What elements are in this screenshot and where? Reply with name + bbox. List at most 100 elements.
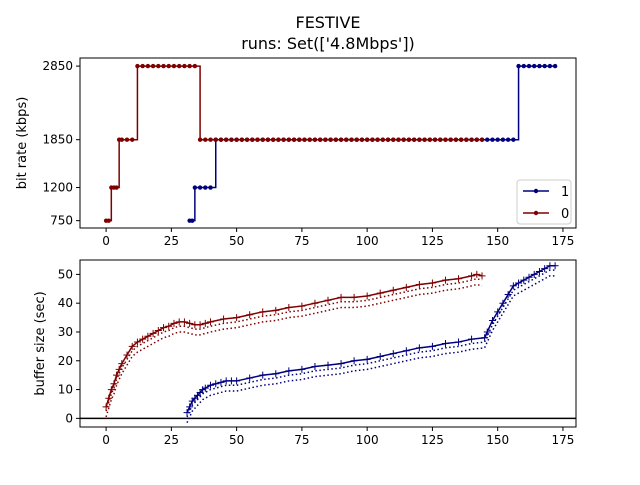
axes-frame bbox=[79, 57, 577, 229]
series-1-marker bbox=[535, 268, 543, 276]
series-1-marker bbox=[499, 299, 507, 307]
series-0-point bbox=[223, 137, 229, 142]
series-0-point bbox=[166, 63, 171, 69]
series-0-point bbox=[417, 137, 422, 142]
x-tick-label: 100 bbox=[356, 433, 379, 447]
series-1-marker bbox=[402, 347, 410, 355]
series-0-point bbox=[229, 137, 234, 142]
series-1-marker bbox=[525, 273, 533, 281]
series-0-marker bbox=[376, 289, 384, 297]
series-1-marker bbox=[285, 367, 293, 375]
series-1-marker bbox=[324, 361, 332, 369]
series-0-point bbox=[244, 137, 250, 142]
y-tick-label: 2850 bbox=[42, 59, 73, 73]
x-tick-label: 175 bbox=[551, 433, 574, 447]
series-1-point bbox=[208, 185, 213, 190]
series-0-marker bbox=[350, 293, 358, 301]
series-1-point bbox=[190, 218, 195, 223]
series-1-marker bbox=[311, 363, 319, 371]
x-tick-label: 100 bbox=[356, 234, 379, 248]
series-0-point bbox=[140, 63, 145, 69]
x-tick-label: 50 bbox=[229, 234, 244, 248]
series-0-spread-1 bbox=[105, 283, 483, 418]
series-1-marker bbox=[212, 380, 220, 388]
series-0-line bbox=[105, 273, 483, 408]
series-1-marker bbox=[541, 265, 549, 273]
series-0-point bbox=[234, 137, 239, 142]
series-0-point bbox=[317, 137, 323, 142]
series-1-marker bbox=[441, 340, 449, 347]
series-0-marker bbox=[165, 322, 173, 330]
series-1-marker bbox=[481, 334, 489, 342]
series-0-point bbox=[385, 137, 391, 142]
series-0-point bbox=[197, 137, 203, 142]
x-tick-label: 150 bbox=[486, 433, 509, 447]
series-0-point bbox=[145, 63, 151, 69]
series-0-point bbox=[323, 137, 328, 142]
series-0-point bbox=[239, 137, 245, 142]
series-0-marker bbox=[102, 403, 110, 411]
series-0-marker bbox=[415, 280, 423, 288]
series-0-marker bbox=[233, 314, 241, 322]
series-1-marker bbox=[428, 342, 436, 350]
series-0-point bbox=[218, 137, 224, 142]
series-1-point bbox=[547, 63, 553, 69]
series-0-point bbox=[171, 63, 177, 69]
series-1-marker bbox=[272, 370, 280, 378]
series-1-point bbox=[511, 137, 516, 142]
series-0-point bbox=[364, 137, 370, 142]
series-1-line bbox=[186, 265, 556, 413]
series-0-marker bbox=[149, 329, 157, 337]
series-0-marker bbox=[115, 365, 123, 373]
series-1-point bbox=[552, 63, 558, 69]
series-0-marker bbox=[428, 279, 436, 287]
series-0-point bbox=[135, 63, 140, 69]
chart-title: FESTIVE bbox=[295, 13, 360, 32]
series-0-marker bbox=[207, 318, 215, 326]
series-0-point bbox=[333, 137, 339, 142]
series-1-marker bbox=[504, 291, 512, 299]
series-0-marker bbox=[324, 296, 332, 304]
series-0-point bbox=[479, 137, 485, 142]
x-tick-label: 25 bbox=[164, 433, 179, 447]
y-tick-label: 20 bbox=[58, 354, 73, 368]
series-0-point bbox=[281, 137, 286, 142]
y-axis-label: bit rate (kbps) bbox=[15, 97, 30, 190]
series-0-marker bbox=[455, 275, 463, 283]
series-1-marker bbox=[509, 282, 517, 290]
series-0-marker bbox=[144, 332, 152, 340]
series-0-point bbox=[130, 137, 135, 142]
x-tick-label: 25 bbox=[164, 234, 179, 248]
series-0-marker bbox=[160, 324, 168, 332]
series-0-marker bbox=[298, 302, 306, 310]
series-0-point bbox=[422, 137, 427, 142]
series-1-line bbox=[189, 65, 556, 222]
y-tick-label: 30 bbox=[58, 325, 73, 339]
series-1-marker bbox=[520, 276, 528, 284]
series-0-marker bbox=[133, 338, 141, 346]
x-tick-label: 75 bbox=[294, 433, 309, 447]
series-0-point bbox=[406, 137, 412, 142]
x-tick-label: 125 bbox=[421, 433, 444, 447]
series-0-line bbox=[106, 65, 483, 222]
series-0-point bbox=[208, 137, 213, 142]
series-0-point bbox=[307, 137, 312, 142]
y-tick-label: 0 bbox=[65, 411, 73, 425]
legend-marker bbox=[533, 188, 539, 194]
series-0-marker bbox=[128, 342, 136, 350]
series-0-marker bbox=[139, 335, 147, 343]
series-0-point bbox=[344, 137, 349, 142]
series-1-marker bbox=[298, 365, 306, 373]
series-1-point bbox=[495, 137, 500, 142]
series-0-marker bbox=[123, 351, 131, 359]
series-0-marker bbox=[170, 319, 178, 327]
series-1-point bbox=[537, 63, 542, 69]
series-0-marker bbox=[220, 315, 228, 323]
legend-marker bbox=[533, 210, 539, 216]
series-0-marker bbox=[110, 380, 118, 388]
series-0-spread-0 bbox=[105, 277, 483, 412]
series-0-marker bbox=[337, 293, 345, 301]
series-0-point bbox=[380, 137, 386, 142]
series-0-marker bbox=[402, 283, 410, 291]
